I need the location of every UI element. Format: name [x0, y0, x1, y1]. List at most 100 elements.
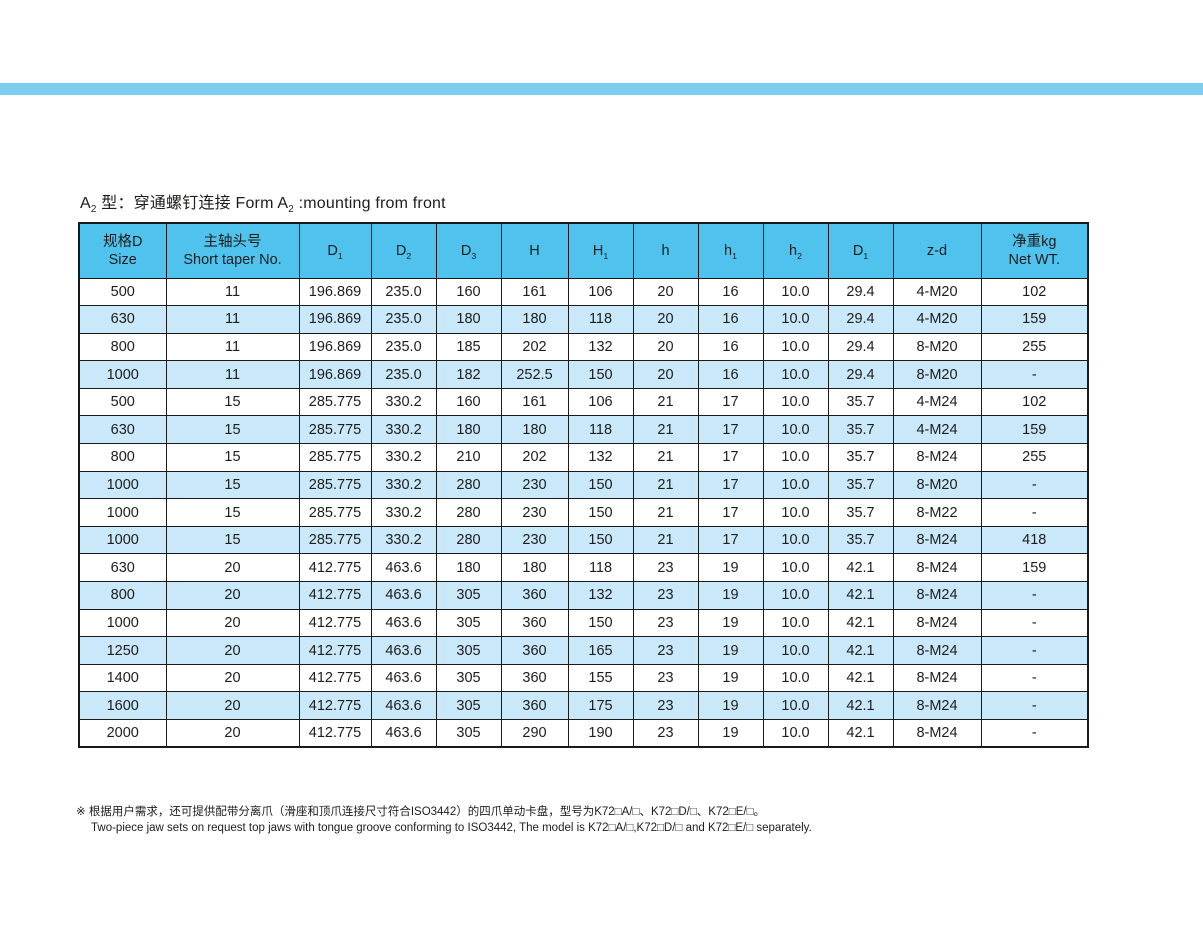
- table-cell: 11: [165, 305, 300, 334]
- footnote-line-en: Two-piece jaw sets on request top jaws w…: [91, 822, 812, 834]
- table-cell: 8-M20: [892, 360, 982, 389]
- table-cell: 42.1: [827, 608, 894, 638]
- table-cell: 360: [500, 691, 569, 720]
- table-cell: 8-M24: [892, 719, 982, 748]
- table-cell: 132: [567, 332, 634, 362]
- table-cell: 10.0: [762, 498, 829, 527]
- table-cell: 412.775: [298, 581, 372, 610]
- table-cell: 10.0: [762, 360, 829, 389]
- table-cell: 8-M24: [892, 691, 982, 720]
- table-cell: 330.2: [370, 443, 437, 472]
- table-cell: 17: [697, 498, 764, 527]
- table-cell: 1000: [78, 525, 167, 555]
- table-cell: 1400: [78, 663, 167, 693]
- column-header: h1: [697, 222, 764, 279]
- table-cell: 235.0: [370, 332, 437, 362]
- table-cell: 10.0: [762, 553, 829, 583]
- table-cell: 360: [500, 663, 569, 693]
- table-cell: 1600: [78, 691, 167, 720]
- table-cell: 150: [567, 498, 634, 527]
- table-cell: 102: [980, 277, 1089, 307]
- table-cell: 10.0: [762, 636, 829, 665]
- table-cell: 285.775: [298, 415, 372, 445]
- table-cell: 159: [980, 553, 1089, 583]
- table-cell: 10.0: [762, 470, 829, 500]
- table-cell: 330.2: [370, 470, 437, 500]
- table-cell: 330.2: [370, 387, 437, 417]
- table-cell: 15: [165, 525, 300, 555]
- table-cell: 150: [567, 608, 634, 638]
- table-cell: 132: [567, 581, 634, 610]
- table-cell: 23: [632, 608, 699, 638]
- table-cell: 330.2: [370, 525, 437, 555]
- table-cell: 1000: [78, 608, 167, 638]
- table-cell: 150: [567, 360, 634, 389]
- table-cell: 10.0: [762, 581, 829, 610]
- table-cell: 8-M20: [892, 332, 982, 362]
- header-row: 规格D Size 主轴头号 Short taper No. D1 D2 D3 H H1 h h1 h2…: [78, 222, 1089, 279]
- table-cell: 230: [500, 498, 569, 527]
- table-cell: 230: [500, 470, 569, 500]
- table-cell: 106: [567, 387, 634, 417]
- table-cell: 11: [165, 277, 300, 307]
- table-cell: 21: [632, 525, 699, 555]
- table-cell: 305: [435, 581, 502, 610]
- table-cell: 8-M24: [892, 443, 982, 472]
- table-cell: 42.1: [827, 553, 894, 583]
- table-cell: 19: [697, 553, 764, 583]
- table-cell: 106: [567, 277, 634, 307]
- table-cell: -: [980, 663, 1089, 693]
- spec-table-header: 规格D Size 主轴头号 Short taper No. D1 D2 D3 H H1 h h1 h2…: [78, 222, 1089, 279]
- table-cell: -: [980, 636, 1089, 665]
- table-cell: 280: [435, 525, 502, 555]
- table-row: 2000 20 412.775 463.6 305 290 190 23 19 10.0 42.1 8…: [78, 719, 1089, 748]
- table-cell: 196.869: [298, 360, 372, 389]
- table-cell: 10.0: [762, 332, 829, 362]
- table-cell: 150: [567, 470, 634, 500]
- table-cell: 20: [632, 332, 699, 362]
- table-cell: 17: [697, 387, 764, 417]
- table-cell: 11: [165, 360, 300, 389]
- table-row: 1600 20 412.775 463.6 305 360 175 23 19 10.0 42.1 8…: [78, 691, 1089, 720]
- table-cell: 159: [980, 305, 1089, 334]
- table-cell: 1000: [78, 470, 167, 500]
- table-cell: 35.7: [827, 387, 894, 417]
- table-cell: 180: [500, 553, 569, 583]
- table-cell: 21: [632, 443, 699, 472]
- table-cell: 16: [697, 332, 764, 362]
- table-row: 1400 20 412.775 463.6 305 360 155 23 19 10.0 42.1 8…: [78, 663, 1089, 693]
- table-cell: 230: [500, 525, 569, 555]
- table-cell: 10.0: [762, 663, 829, 693]
- table-cell: 305: [435, 719, 502, 748]
- title-text: 型：穿通螺钉连接 Form A: [96, 195, 289, 212]
- table-cell: 10.0: [762, 305, 829, 334]
- table-cell: 11: [165, 332, 300, 362]
- table-cell: 19: [697, 691, 764, 720]
- table-cell: 21: [632, 470, 699, 500]
- table-cell: 19: [697, 663, 764, 693]
- table-cell: 800: [78, 443, 167, 472]
- table-cell: 412.775: [298, 663, 372, 693]
- table-cell: 202: [500, 443, 569, 472]
- table-cell: 800: [78, 581, 167, 610]
- table-row: 1000 20 412.775 463.6 305 360 150 23 19 10.0 42.1 8…: [78, 608, 1089, 638]
- table-cell: 42.1: [827, 691, 894, 720]
- table-cell: 190: [567, 719, 634, 748]
- table-cell: -: [980, 581, 1089, 610]
- title-subscript: 2: [288, 204, 294, 216]
- table-cell: 418: [980, 525, 1089, 555]
- table-cell: 17: [697, 525, 764, 555]
- table-cell: -: [980, 608, 1089, 638]
- table-row: 630 11 196.869 235.0 180 180 118 20 16 10.0 29.4 4-…: [78, 305, 1089, 334]
- table-cell: 196.869: [298, 277, 372, 307]
- table-cell: 185: [435, 332, 502, 362]
- page-title: A2 型：穿通螺钉连接 Form A2 :mounting from front: [80, 189, 446, 216]
- table-cell: -: [980, 691, 1089, 720]
- table-cell: 290: [500, 719, 569, 748]
- table-cell: 360: [500, 636, 569, 665]
- table-cell: 330.2: [370, 415, 437, 445]
- table-cell: 235.0: [370, 360, 437, 389]
- table-cell: 8-M22: [892, 498, 982, 527]
- table-cell: 800: [78, 332, 167, 362]
- table-row: 630 15 285.775 330.2 180 180 118 21 17 10.0 35.7 4-…: [78, 415, 1089, 445]
